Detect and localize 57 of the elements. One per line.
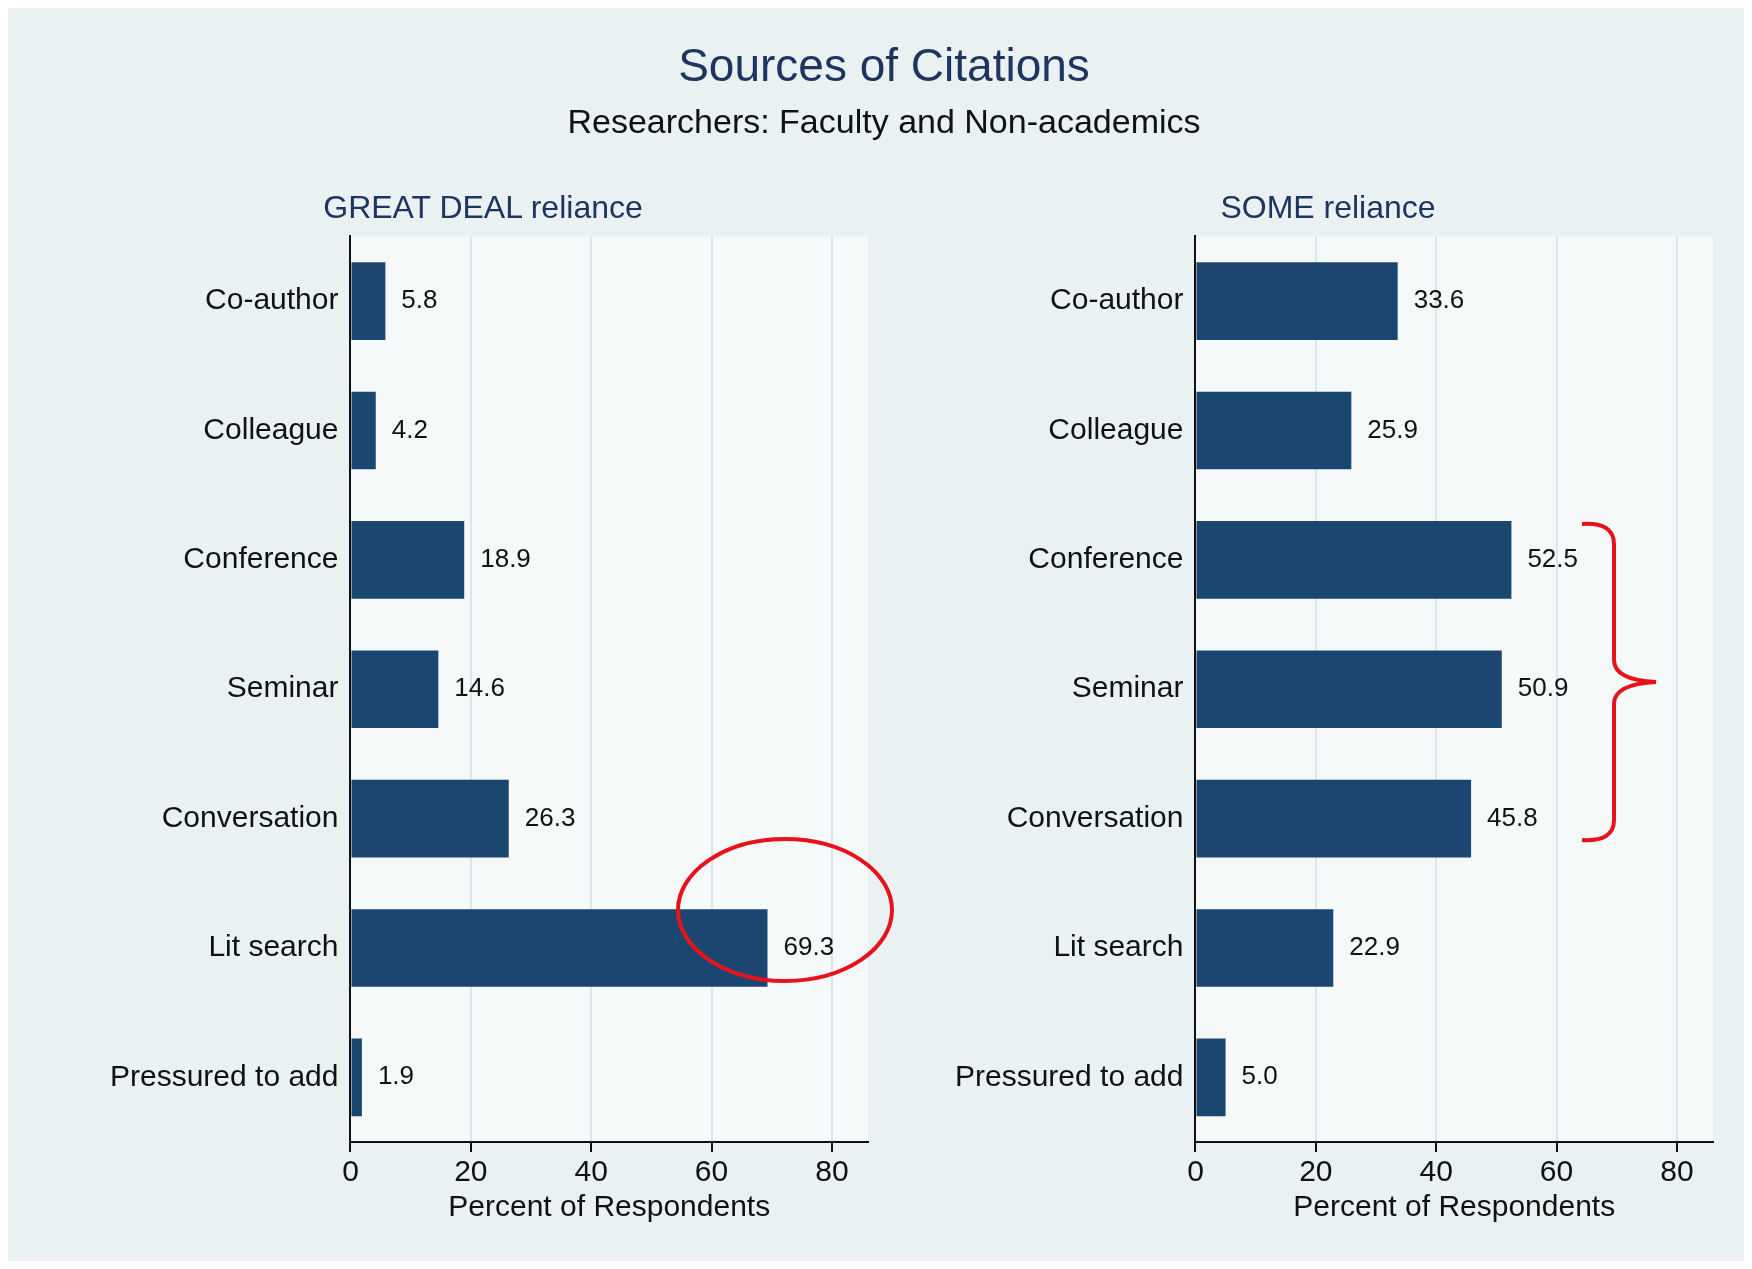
x-tick-label: 80: [815, 1154, 849, 1188]
bar: [351, 1038, 362, 1117]
x-tick-label: 20: [1299, 1154, 1333, 1188]
text: Sources of Citations: [677, 38, 1091, 92]
bar: [1196, 262, 1398, 340]
bar: [351, 391, 376, 470]
y-tick-label: Conversation: [1006, 799, 1184, 833]
bar: [1196, 909, 1334, 987]
bar: [351, 521, 465, 599]
chart-title: SOME reliance: [1220, 189, 1436, 226]
y-tick-label: Colleague: [203, 411, 339, 445]
y-tick-label: Lit search: [208, 929, 339, 963]
data-label: 50.9: [1517, 672, 1569, 703]
y-tick-label: Co-author: [205, 282, 339, 316]
data-label: 5.8: [401, 284, 438, 315]
data-label: 22.9: [1349, 931, 1400, 962]
x-tick-label: 60: [694, 1154, 729, 1188]
data-label: 45.8: [1487, 801, 1538, 832]
y-tick-label: Pressured to add: [109, 1058, 339, 1092]
chart-title: GREAT DEAL reliance: [323, 189, 643, 226]
y-tick-label: Conference: [183, 541, 339, 575]
bar: [1196, 521, 1512, 599]
bar: [351, 650, 439, 729]
x-axis-title: Percent of Respondents: [448, 1189, 771, 1223]
y-tick-label: Seminar: [226, 670, 339, 704]
bar: [1196, 650, 1502, 729]
data-label: 69.3: [783, 931, 835, 962]
y-tick-label: Lit search: [1053, 929, 1184, 963]
x-axis-title: Percent of Respondents: [1293, 1189, 1616, 1223]
x-tick-label: 60: [1539, 1154, 1574, 1188]
data-label: 33.6: [1413, 284, 1465, 315]
data-label: 5.0: [1241, 1060, 1278, 1091]
bar: [351, 262, 386, 340]
data-label: 1.9: [377, 1060, 415, 1091]
y-tick-label: Conference: [1028, 541, 1184, 575]
data-label: 26.3: [524, 801, 576, 832]
bar: [351, 779, 509, 858]
x-tick-label: 0: [342, 1154, 359, 1188]
data-label: 14.6: [454, 672, 505, 703]
data-label: 25.9: [1367, 413, 1418, 444]
x-tick-label: 40: [574, 1154, 608, 1188]
data-label: 18.9: [480, 543, 531, 573]
y-tick-label: Conversation: [161, 799, 339, 833]
x-tick-label: 80: [1660, 1154, 1694, 1188]
y-tick-label: Seminar: [1071, 670, 1184, 704]
bar: [1196, 391, 1352, 470]
y-tick-label: Pressured to add: [954, 1058, 1184, 1092]
text: Researchers: Faculty and Non-academics: [566, 102, 1202, 141]
y-tick-label: Co-author: [1050, 282, 1184, 316]
x-tick-label: 40: [1419, 1154, 1453, 1188]
bar: [1196, 779, 1472, 858]
x-tick-label: 20: [454, 1154, 488, 1188]
data-label: 4.2: [391, 413, 428, 444]
x-tick-label: 0: [1187, 1154, 1204, 1188]
bar: [1196, 1038, 1226, 1117]
y-tick-label: Colleague: [1048, 411, 1184, 445]
data-label: 52.5: [1527, 543, 1579, 573]
